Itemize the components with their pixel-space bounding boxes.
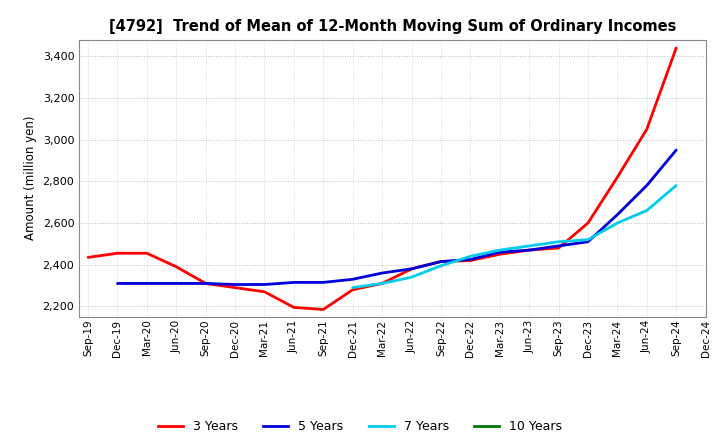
Legend: 3 Years, 5 Years, 7 Years, 10 Years: 3 Years, 5 Years, 7 Years, 10 Years bbox=[153, 415, 567, 438]
Title: [4792]  Trend of Mean of 12-Month Moving Sum of Ordinary Incomes: [4792] Trend of Mean of 12-Month Moving … bbox=[109, 19, 676, 34]
Y-axis label: Amount (million yen): Amount (million yen) bbox=[24, 116, 37, 240]
